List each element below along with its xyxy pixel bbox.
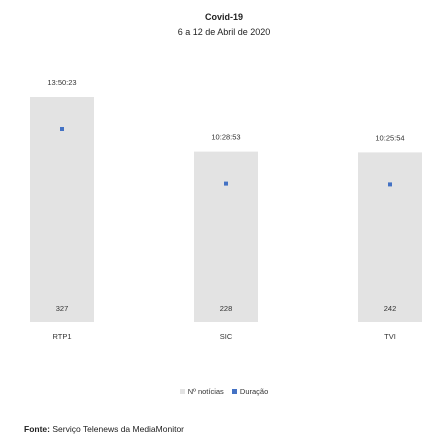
legend-swatch-count	[179, 388, 185, 394]
source-note: Fonte: Serviço Telenews da MediaMonitor	[24, 424, 184, 434]
duration-label-sic: 10:28:53	[211, 133, 240, 142]
count-label-rtp1: 327	[56, 304, 69, 313]
duration-marker-tvi	[388, 182, 392, 187]
bar-tvi	[358, 152, 422, 322]
source-text: Serviço Telenews da MediaMonitor	[52, 424, 185, 434]
duration-marker-rtp1	[60, 127, 64, 131]
bar-rtp1	[30, 97, 94, 322]
legend-item-duration: Duração	[231, 387, 269, 396]
legend-item-count: Nº notícias	[179, 387, 224, 396]
legend-label-count: Nº notícias	[187, 387, 224, 396]
legend: Nº notícias Duração	[0, 387, 448, 396]
duration-label-tvi: 10:25:54	[375, 133, 404, 142]
chart-subtitle: 6 a 12 de Abril de 2020	[177, 27, 271, 37]
chart-title: Covid-19	[204, 12, 243, 22]
count-label-sic: 228	[220, 304, 233, 313]
duration-marker-sic	[224, 181, 228, 186]
legend-label-duration: Duração	[239, 387, 269, 396]
category-label-rtp1: RTP1	[52, 332, 71, 341]
source-label: Fonte:	[24, 424, 50, 434]
bar-sic	[194, 151, 258, 322]
category-label-sic: SIC	[220, 332, 233, 341]
category-label-tvi: TVI	[384, 332, 396, 341]
legend-swatch-duration	[231, 388, 237, 394]
duration-label-rtp1: 13:50:23	[47, 78, 76, 87]
count-label-tvi: 242	[384, 304, 397, 313]
chart-plot: 13:50:23 327 RTP1 10:28:53 228 SIC 10:25:54 242…	[30, 78, 422, 341]
